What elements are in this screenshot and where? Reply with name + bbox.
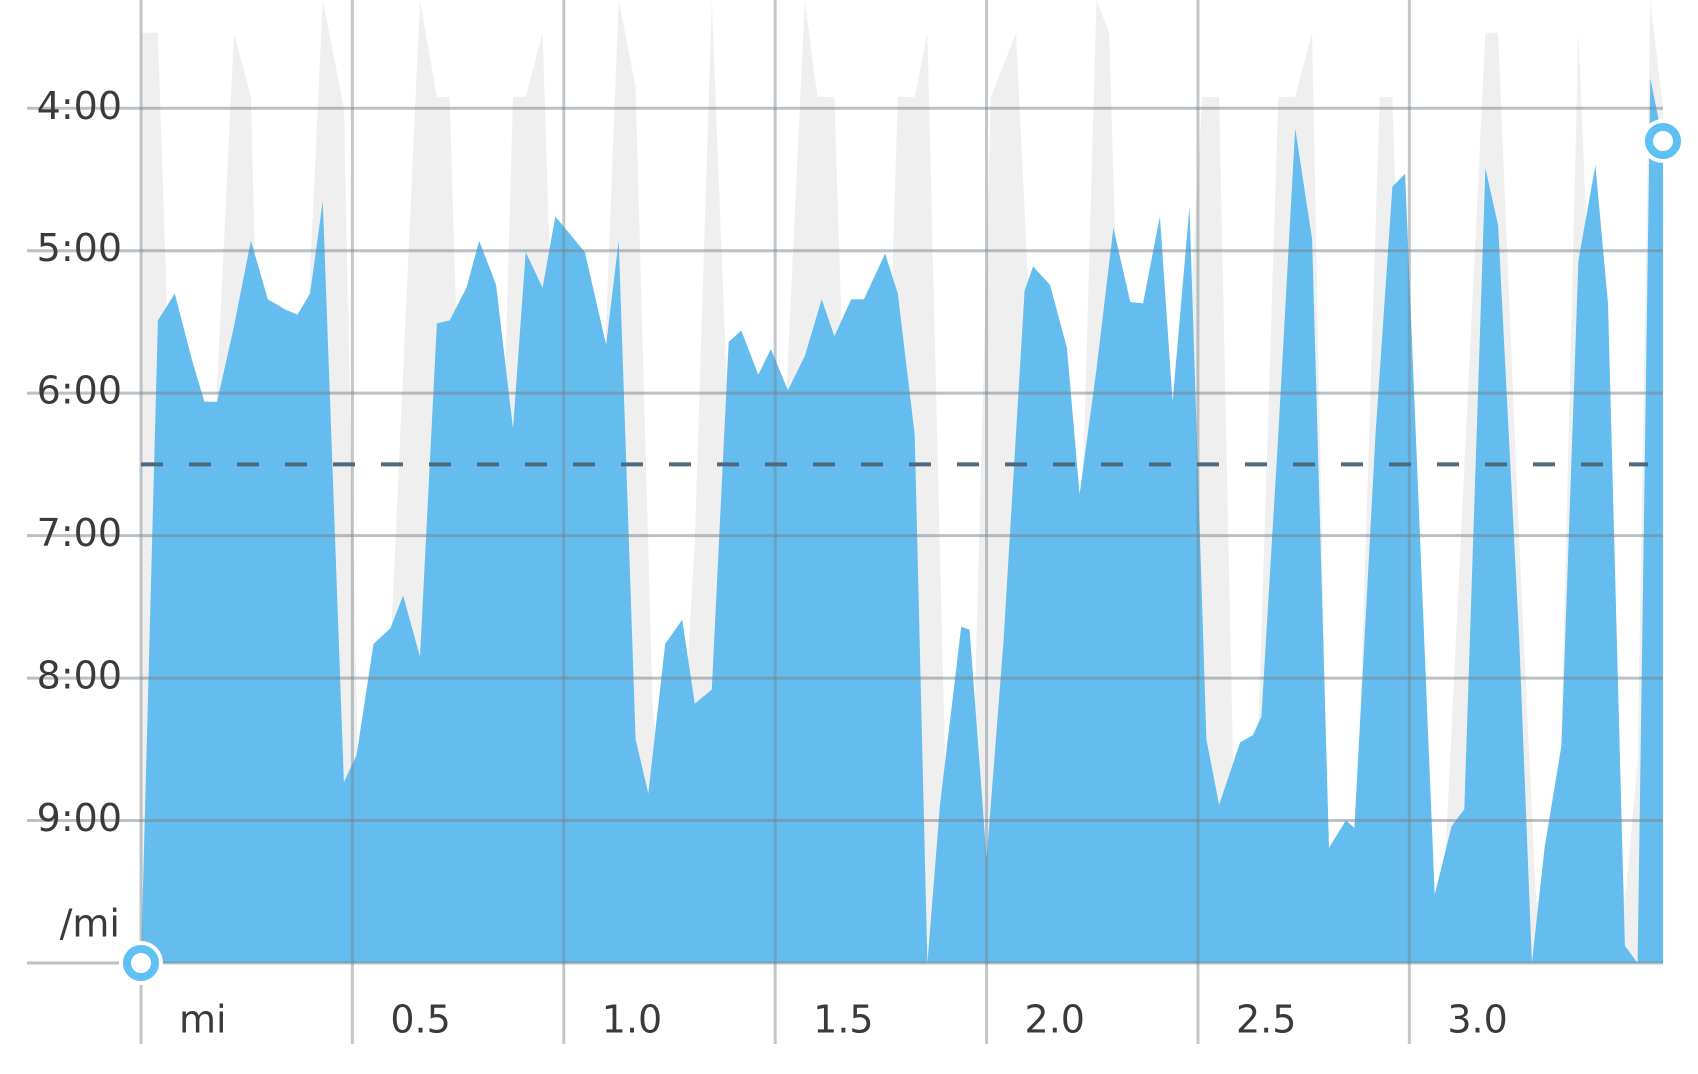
endpoint-marker-ring — [123, 945, 159, 981]
y-tick-label: 9:00 — [37, 796, 122, 840]
x-tick-label: 2.5 — [1236, 998, 1296, 1042]
y-tick-label: 5:00 — [37, 226, 122, 270]
x-tick-label: 0.5 — [390, 998, 450, 1042]
y-axis-label: /mi — [60, 902, 120, 946]
y-tick-label: 7:00 — [37, 511, 122, 555]
y-tick-label: 8:00 — [37, 654, 122, 698]
endpoint-marker-ring — [1645, 123, 1681, 160]
pace-area — [141, 78, 1663, 963]
x-tick-label: mi — [179, 998, 227, 1042]
x-tick-label: 2.0 — [1025, 998, 1085, 1042]
x-tick-label: 1.5 — [813, 998, 873, 1042]
y-tick-label: 4:00 — [37, 84, 122, 128]
x-tick-label: 3.0 — [1447, 998, 1507, 1042]
x-tick-label: 1.0 — [602, 998, 662, 1042]
y-tick-label: 6:00 — [37, 369, 122, 413]
